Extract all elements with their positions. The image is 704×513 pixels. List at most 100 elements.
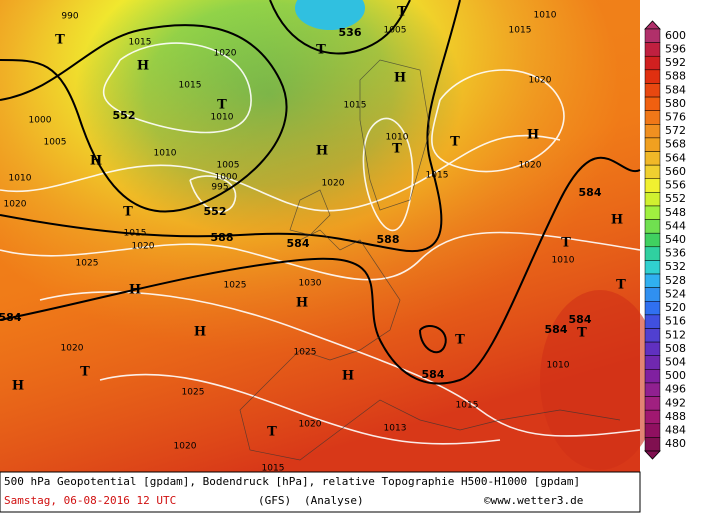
legend-swatch bbox=[644, 301, 661, 316]
contour-label: 1000 bbox=[215, 173, 238, 183]
contour-label: 1010 bbox=[552, 256, 575, 266]
legend-swatch bbox=[644, 260, 661, 275]
legend-label: 536 bbox=[665, 247, 686, 260]
contour-label: 1025 bbox=[76, 259, 99, 269]
legend-label: 528 bbox=[665, 274, 686, 287]
contour-label: 1005 bbox=[44, 138, 67, 148]
legend-label: 540 bbox=[665, 233, 686, 246]
legend-label: 576 bbox=[665, 110, 686, 123]
contour-label: 1020 bbox=[529, 76, 552, 86]
contour-label: 1020 bbox=[299, 420, 322, 430]
coastlines bbox=[239, 59, 621, 461]
legend-swatch bbox=[644, 328, 661, 343]
legend-label: 544 bbox=[665, 219, 686, 232]
contour-label: 1015 bbox=[124, 229, 147, 239]
legend-label: 548 bbox=[665, 206, 686, 219]
legend-swatch bbox=[644, 137, 661, 152]
legend-label: 496 bbox=[665, 383, 686, 396]
legend-label: 516 bbox=[665, 315, 686, 328]
legend-label: 556 bbox=[665, 179, 686, 192]
pressure-center: T bbox=[577, 326, 587, 341]
pressure-center: T bbox=[455, 333, 465, 348]
pressure-center: T bbox=[397, 5, 407, 20]
legend-swatch bbox=[644, 69, 661, 84]
legend-swatch bbox=[644, 437, 661, 452]
legend-swatch bbox=[644, 314, 661, 329]
legend-label: 596 bbox=[665, 42, 686, 55]
contour-label: 1015 bbox=[262, 464, 285, 474]
footer-title: 500 hPa Geopotential [gpdam], Bodendruck… bbox=[4, 475, 580, 488]
legend-swatch bbox=[644, 246, 661, 261]
contour-label: 1000 bbox=[29, 116, 52, 126]
contour-label: 1020 bbox=[132, 242, 155, 252]
contour-label: 1025 bbox=[294, 348, 317, 358]
contour-label: 990 bbox=[61, 12, 78, 22]
pressure-center: H bbox=[137, 59, 149, 74]
legend-label: 504 bbox=[665, 356, 686, 369]
legend-label: 552 bbox=[665, 192, 686, 205]
pressure-center: H bbox=[611, 213, 623, 228]
pressure-center: T bbox=[267, 425, 277, 440]
contour-label: 1030 bbox=[299, 279, 322, 289]
footer-credit: ©www.wetter3.de bbox=[484, 494, 583, 507]
pressure-center: H bbox=[527, 128, 539, 143]
legend-label: 500 bbox=[665, 369, 686, 382]
legend-swatch bbox=[644, 409, 661, 425]
contour-label: 584 bbox=[287, 237, 310, 250]
legend-label: 484 bbox=[665, 424, 686, 437]
pressure-center: T bbox=[217, 98, 227, 113]
contour-label: 1005 bbox=[384, 26, 407, 36]
cold-core bbox=[295, 0, 365, 30]
pressure-center: H bbox=[90, 154, 102, 169]
pressure-center: H bbox=[296, 296, 308, 311]
geopotential-lines bbox=[0, 0, 641, 385]
footer-date: Samstag, 06-08-2016 12 UTC bbox=[4, 494, 176, 507]
legend-swatch bbox=[644, 151, 661, 166]
contour-label: 552 bbox=[113, 109, 136, 122]
footer-run: (Analyse) bbox=[304, 494, 364, 507]
contour-label: 1020 bbox=[174, 442, 197, 452]
contour-label: 1025 bbox=[182, 388, 205, 398]
legend-swatch bbox=[644, 382, 661, 397]
legend-label: 492 bbox=[665, 396, 686, 409]
legend-swatch bbox=[644, 205, 661, 220]
pressure-center: H bbox=[194, 325, 206, 340]
legend-label: 568 bbox=[665, 138, 686, 151]
pressure-center: H bbox=[342, 369, 354, 384]
legend-swatch bbox=[644, 341, 661, 356]
legend-arrow-bottom bbox=[644, 450, 661, 460]
contour-label: 1010 bbox=[547, 361, 570, 371]
legend-swatch bbox=[644, 355, 661, 370]
footer-model: (GFS) bbox=[258, 494, 291, 507]
contour-label: 1010 bbox=[211, 113, 234, 123]
legend-label: 512 bbox=[665, 328, 686, 341]
legend-label: 488 bbox=[665, 410, 686, 423]
legend-swatch bbox=[644, 192, 661, 207]
warm-core bbox=[540, 290, 660, 470]
legend-label: 572 bbox=[665, 124, 686, 137]
legend-swatch bbox=[644, 164, 661, 179]
pressure-center: T bbox=[616, 278, 626, 293]
contour-label: 1020 bbox=[519, 161, 542, 171]
contour-label: 1020 bbox=[214, 49, 237, 59]
contour-label: 1013 bbox=[384, 424, 407, 434]
legend-label: 508 bbox=[665, 342, 686, 355]
legend-swatch bbox=[644, 423, 661, 438]
legend-swatch bbox=[644, 110, 661, 125]
legend-label: 532 bbox=[665, 260, 686, 273]
map bbox=[0, 0, 660, 472]
contour-label: 1010 bbox=[9, 174, 32, 184]
legend-swatch bbox=[644, 396, 661, 411]
contour-label: 536 bbox=[339, 26, 362, 39]
legend-label: 520 bbox=[665, 301, 686, 314]
contour-label: 1020 bbox=[4, 200, 27, 210]
contour-label: 584 bbox=[569, 313, 592, 326]
legend-label: 480 bbox=[665, 437, 686, 450]
contour-label: 1020 bbox=[322, 179, 345, 189]
legend: 6005965925885845805765725685645605565525… bbox=[644, 20, 686, 460]
contour-label: 552 bbox=[204, 205, 227, 218]
legend-label: 584 bbox=[665, 83, 686, 96]
contour-label: 1005 bbox=[217, 161, 240, 171]
